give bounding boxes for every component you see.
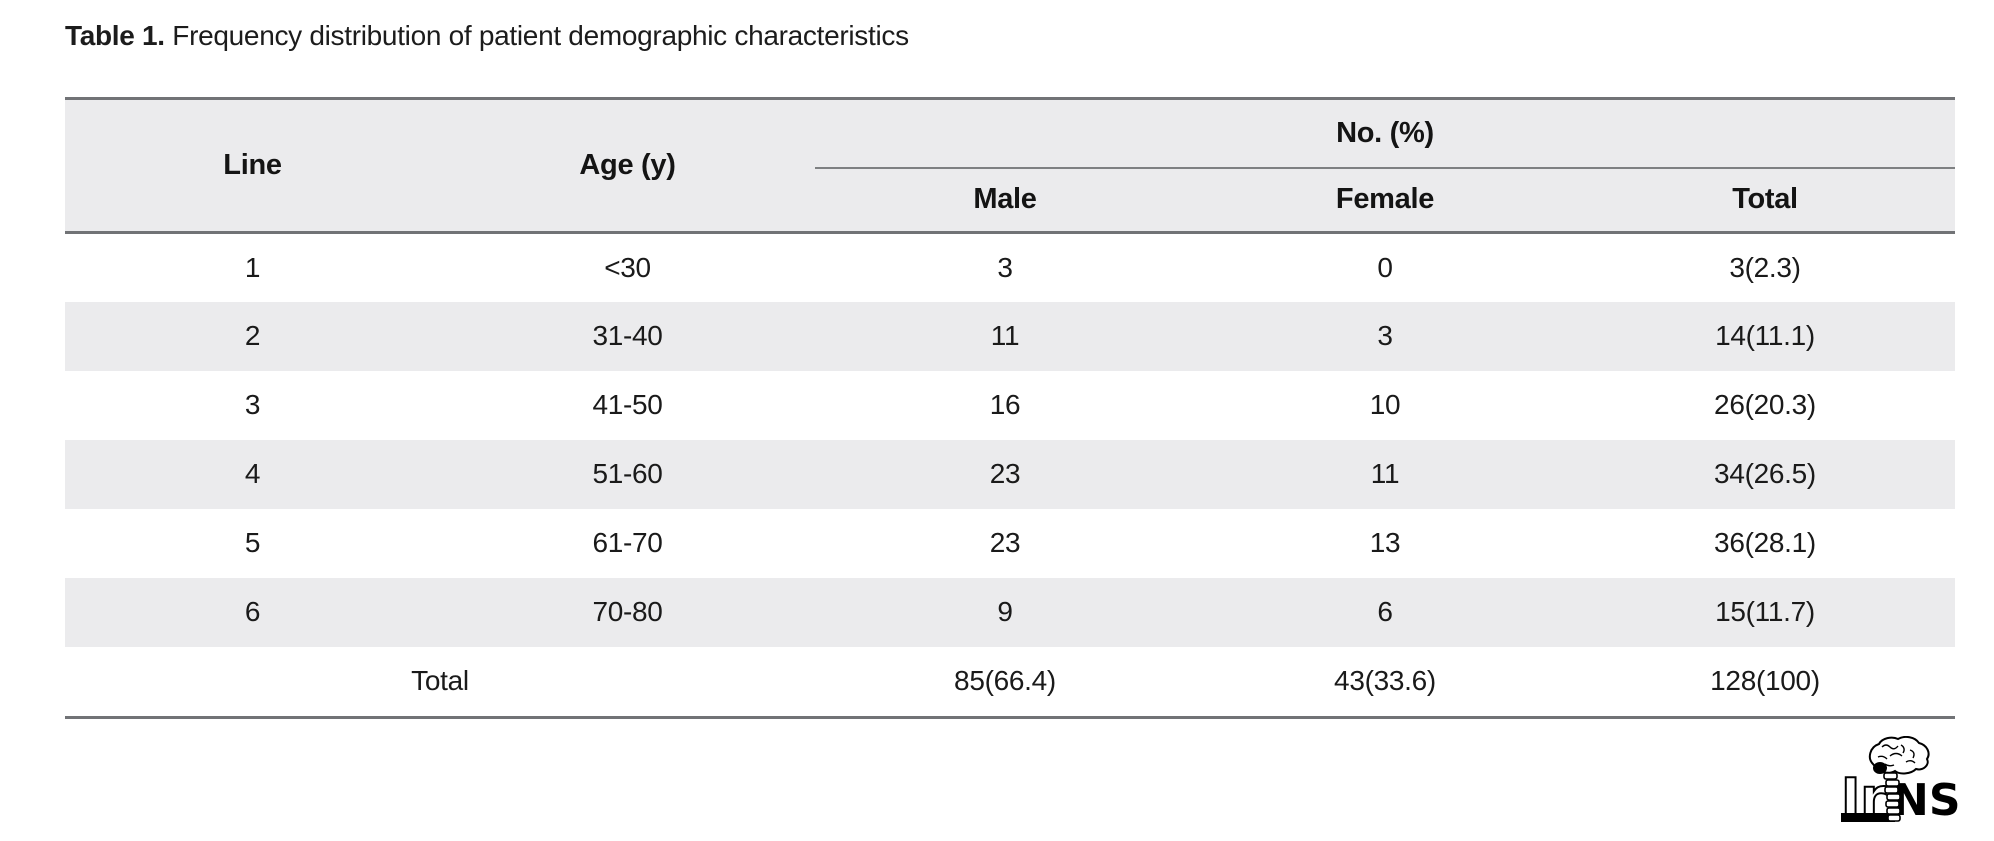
logo-base-bar [1841, 813, 1895, 822]
table-row: 5 61-70 23 13 36(28.1) [65, 508, 1955, 578]
cell-total: 34(26.5) [1575, 439, 1955, 509]
cell-female: 11 [1195, 439, 1575, 509]
total-male-cell: 85(66.4) [815, 646, 1195, 719]
cell-total: 15(11.7) [1575, 577, 1955, 647]
cell-female: 0 [1195, 232, 1575, 302]
table-footer: Total 85(66.4) 43(33.6) 128(100) [65, 646, 1955, 719]
journal-logo: Ir NS [1840, 736, 1958, 826]
cell-male: 23 [815, 508, 1195, 578]
cell-female: 13 [1195, 508, 1575, 578]
demographics-table: Line Age (y) No. (%) Male Female Total 1… [65, 97, 1955, 719]
cell-line: 2 [65, 301, 440, 371]
table-body: 1 <30 3 0 3(2.3) 2 31-40 11 3 14(11.1) 3 41-50 16 10 2… [65, 232, 1955, 647]
journal-logo-icon: Ir NS [1840, 736, 1958, 826]
cell-total: 26(20.3) [1575, 370, 1955, 440]
cell-total: 3(2.3) [1575, 232, 1955, 302]
cell-male: 11 [815, 301, 1195, 371]
logo-text-ns: NS [1892, 775, 1958, 826]
cell-age: 61-70 [440, 508, 815, 578]
column-header-total: Total [1575, 167, 1955, 234]
cell-total: 36(28.1) [1575, 508, 1955, 578]
cell-total: 14(11.1) [1575, 301, 1955, 371]
cell-line: 4 [65, 439, 440, 509]
table-caption-label: Table 1. [65, 20, 165, 51]
cell-line: 1 [65, 232, 440, 302]
spine-icon [1883, 772, 1901, 822]
table-row: 6 70-80 9 6 15(11.7) [65, 577, 1955, 647]
cell-male: 23 [815, 439, 1195, 509]
cell-age: <30 [440, 232, 815, 302]
table-caption: Table 1. Frequency distribution of patie… [65, 20, 909, 52]
table-row: 3 41-50 16 10 26(20.3) [65, 370, 1955, 440]
table-row: 1 <30 3 0 3(2.3) [65, 232, 1955, 302]
total-total-cell: 128(100) [1575, 646, 1955, 719]
cell-age: 41-50 [440, 370, 815, 440]
total-row: Total 85(66.4) 43(33.6) 128(100) [65, 646, 1955, 719]
cell-male: 16 [815, 370, 1195, 440]
cell-male: 9 [815, 577, 1195, 647]
column-header-age: Age (y) [440, 97, 815, 234]
table-row: 2 31-40 11 3 14(11.1) [65, 301, 1955, 371]
table-row: 4 51-60 23 11 34(26.5) [65, 439, 1955, 509]
table-caption-text: Frequency distribution of patient demogr… [164, 20, 909, 51]
cell-female: 6 [1195, 577, 1575, 647]
table-header: Line Age (y) No. (%) Male Female Total [65, 97, 1955, 234]
cell-age: 31-40 [440, 301, 815, 371]
cell-female: 3 [1195, 301, 1575, 371]
cell-female: 10 [1195, 370, 1575, 440]
brain-icon [1868, 736, 1930, 775]
total-female-cell: 43(33.6) [1195, 646, 1575, 719]
column-header-group-no-pct: No. (%) [815, 97, 1955, 169]
column-header-female: Female [1195, 167, 1575, 234]
cell-age: 70-80 [440, 577, 815, 647]
cell-male: 3 [815, 232, 1195, 302]
column-header-male: Male [815, 167, 1195, 234]
cell-line: 6 [65, 577, 440, 647]
column-header-line: Line [65, 97, 440, 234]
cell-age: 51-60 [440, 439, 815, 509]
cell-line: 3 [65, 370, 440, 440]
cell-line: 5 [65, 508, 440, 578]
total-row-label: Total [65, 646, 815, 719]
